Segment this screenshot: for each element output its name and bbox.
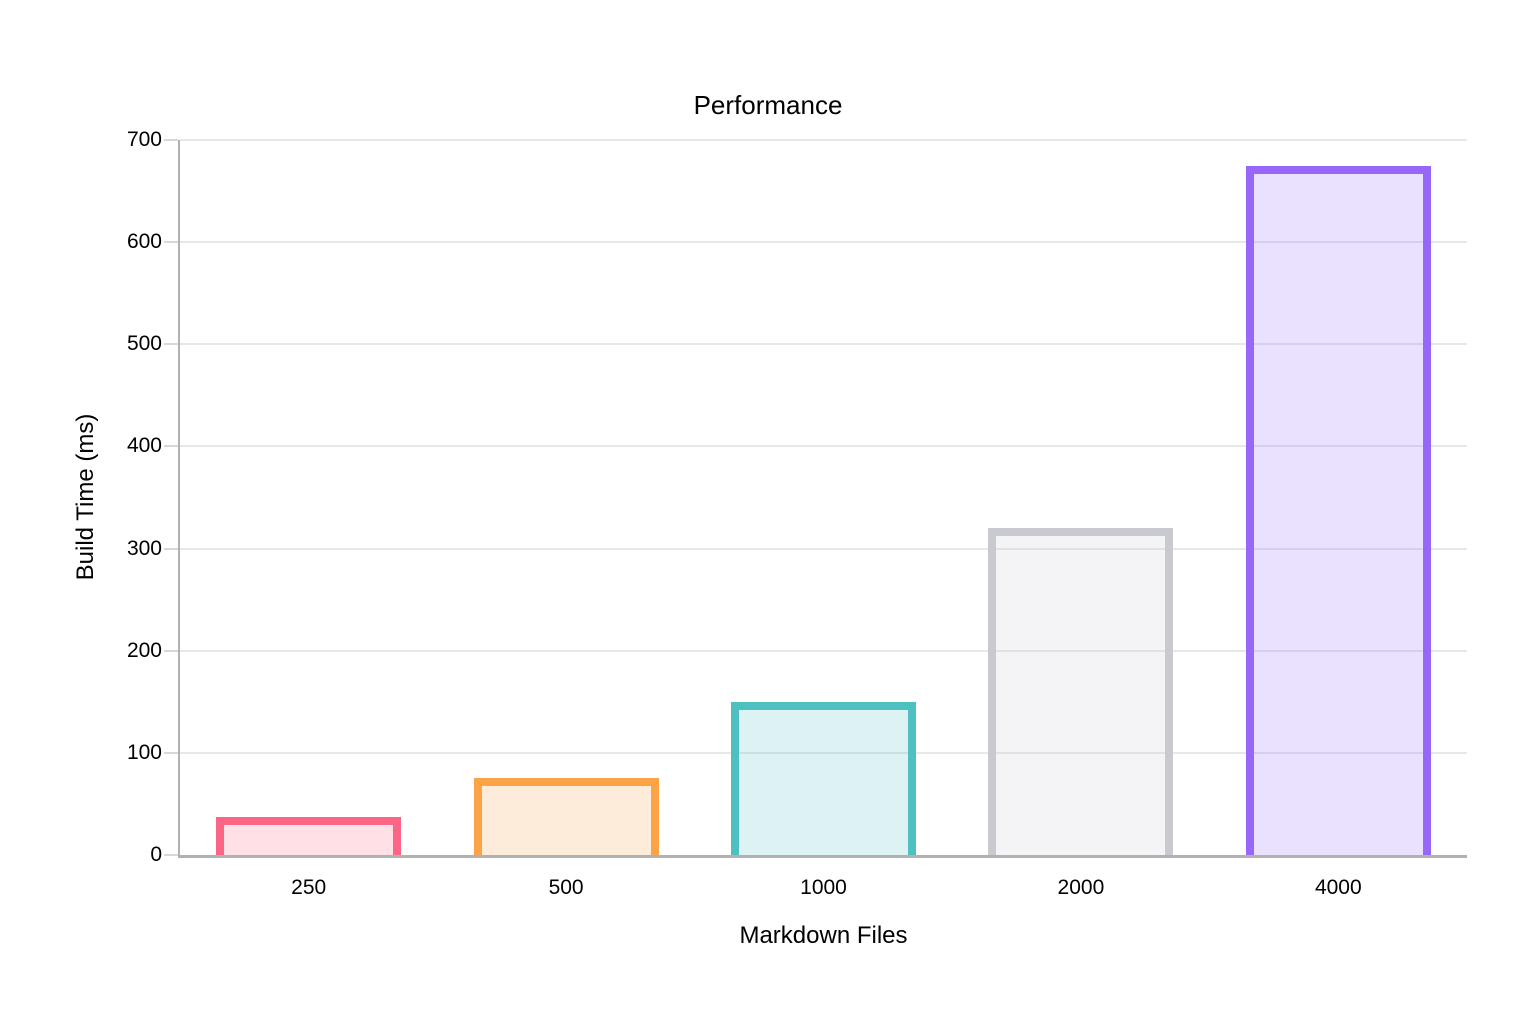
y-tick-mark-200 (164, 649, 178, 652)
y-tick-label: 0 (150, 843, 162, 866)
y-tick-label: 700 (126, 128, 162, 151)
gridline-600 (180, 241, 1467, 244)
y-tick-label: 100 (126, 740, 162, 764)
bar-1000 (731, 702, 916, 855)
y-tick-mark-100 (164, 751, 178, 754)
gridline-300 (180, 547, 1467, 550)
y-tick-mark-600 (164, 241, 178, 244)
gridline-500 (180, 343, 1467, 346)
bar-250 (216, 817, 402, 855)
x-tick-label: 4000 (1314, 876, 1362, 899)
y-tick-mark-500 (164, 343, 178, 346)
y-tick-label: 400 (126, 434, 162, 458)
gridline-400 (180, 445, 1467, 448)
y-tick-label: 200 (126, 638, 162, 662)
y-tick-label: 600 (126, 230, 162, 254)
x-tick-label: 250 (291, 876, 327, 899)
bar-2000 (988, 528, 1174, 855)
gridline-100 (180, 751, 1467, 754)
y-tick-mark-400 (164, 445, 178, 448)
y-tick-mark-0 (164, 854, 178, 856)
x-tick-label: 2000 (1057, 876, 1105, 899)
x-tick-label: 1000 (800, 876, 847, 899)
y-tick-mark-700 (164, 139, 178, 141)
gridline-200 (180, 649, 1467, 652)
x-axis-title: Markdown Files (739, 922, 908, 949)
bar-4000 (1245, 166, 1431, 855)
y-tick-label: 500 (126, 332, 162, 356)
x-tick-label: 500 (548, 876, 584, 899)
bar-500 (473, 778, 659, 855)
chart-title: Performance (693, 90, 843, 120)
plot-area (164, 139, 1467, 858)
y-tick-mark-300 (164, 547, 178, 550)
gridline-700 (180, 139, 1467, 141)
y-tick-label: 300 (126, 536, 162, 560)
